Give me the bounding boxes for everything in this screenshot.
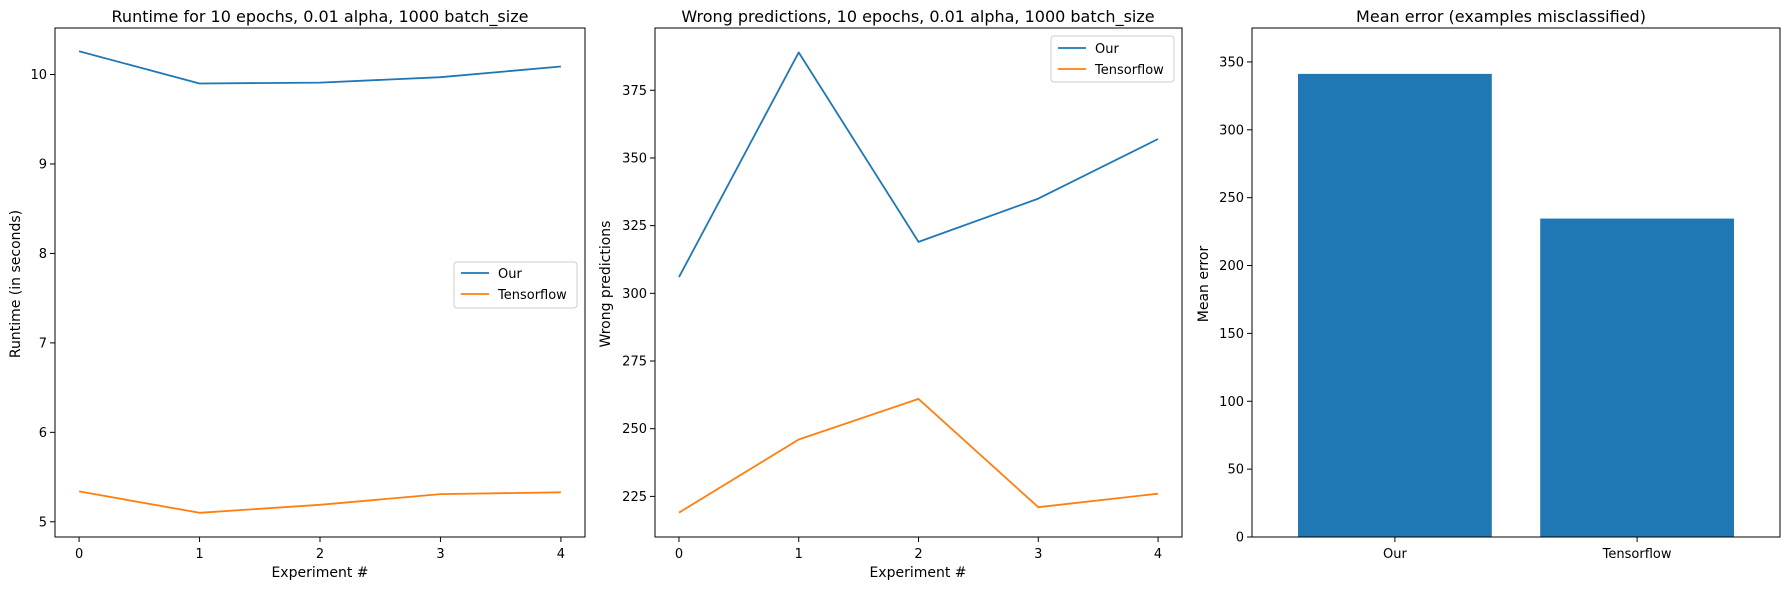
runtime-legend-tensorflow: Tensorflow (497, 288, 567, 303)
runtime-ytick-label: 6 (39, 426, 47, 441)
mean-error-xtick-label: Our (1383, 547, 1407, 562)
mean-error-ytick-label: 250 (1219, 191, 1244, 206)
runtime-xtick-label: 2 (316, 547, 324, 562)
runtime-series-tensorflow (78, 490, 561, 514)
mean-error-chart-marks: 0 50 100 150 200 250 300 350 Our Tensorflow (1219, 55, 1734, 562)
wrong-predictions-xtick-label: 1 (795, 547, 803, 562)
runtime-chart-ylabel: Runtime (in seconds) (8, 210, 24, 358)
wrong-predictions-ytick-label: 275 (622, 355, 647, 370)
runtime-chart-title: Runtime for 10 epochs, 0.01 alpha, 1000 … (112, 7, 529, 27)
wrong-predictions-chart-ylabel: Wrong predictions (598, 221, 614, 348)
mean-error-ytick-label: 350 (1219, 55, 1244, 70)
wrong-predictions-xtick-label: 0 (675, 547, 683, 562)
wrong-predictions-ytick-label: 350 (622, 151, 647, 166)
runtime-ytick-label: 5 (39, 515, 47, 530)
mean-error-chart-frame (1251, 27, 1781, 538)
runtime-xtick-label: 0 (75, 547, 83, 562)
runtime-ytick-label: 7 (39, 336, 47, 351)
runtime-chart-marks: 5 6 7 8 9 10 0 1 2 3 4 (30, 50, 565, 562)
runtime-series-our (78, 50, 561, 85)
wrong-predictions-chart-xlabel: Experiment # (869, 565, 966, 581)
runtime-xtick-label: 3 (436, 547, 444, 562)
wrong-predictions-chart-title: Wrong predictions, 10 epochs, 0.01 alpha… (681, 7, 1154, 27)
wrong-predictions-chart-marks: 225 250 275 300 325 350 375 0 1 2 3 4 (622, 51, 1162, 562)
wrong-predictions-ytick-label: 225 (622, 490, 647, 505)
wrong-predictions-xtick-label: 3 (1034, 547, 1042, 562)
mean-error-chart-title: Mean error (examples misclassified) (1356, 7, 1646, 26)
wrong-legend-our: Our (1095, 42, 1119, 57)
mean-error-ytick-label: 100 (1219, 395, 1244, 410)
wrong-predictions-chart-legend: Our Tensorflow (1050, 35, 1175, 83)
mean-error-xtick-label: Tensorflow (1602, 547, 1672, 562)
wrong-predictions-ytick-label: 300 (622, 287, 647, 302)
wrong-predictions-series-tensorflow (678, 397, 1159, 514)
mean-error-ytick-label: 200 (1219, 259, 1244, 274)
wrong-predictions-ytick-label: 250 (622, 422, 647, 437)
mean-error-chart: Mean error (examples misclassified) Mean… (1196, 7, 1781, 562)
runtime-ytick-label: 8 (39, 247, 47, 262)
wrong-predictions-chart: Wrong predictions, 10 epochs, 0.01 alpha… (598, 7, 1183, 581)
runtime-xtick-label: 1 (195, 547, 203, 562)
mean-error-bar-our (1298, 73, 1492, 537)
wrong-predictions-series-our (678, 51, 1159, 278)
runtime-chart-frame (54, 27, 586, 538)
wrong-predictions-ytick-label: 325 (622, 219, 647, 234)
mean-error-chart-ylabel: Mean error (1196, 246, 1212, 323)
mean-error-ytick-label: 150 (1219, 327, 1244, 342)
wrong-predictions-chart-frame (654, 27, 1183, 538)
runtime-ytick-label: 10 (30, 68, 47, 83)
mean-error-ytick-label: 300 (1219, 123, 1244, 138)
runtime-chart-xlabel: Experiment # (271, 565, 368, 581)
runtime-chart-legend: Our Tensorflow (453, 261, 578, 309)
mean-error-bar-tensorflow (1540, 218, 1734, 538)
mean-error-ytick-label: 50 (1227, 463, 1244, 478)
runtime-legend-our: Our (498, 267, 522, 282)
wrong-legend-tensorflow: Tensorflow (1094, 63, 1164, 78)
runtime-xtick-label: 4 (557, 547, 565, 562)
runtime-chart: Runtime for 10 epochs, 0.01 alpha, 1000 … (8, 7, 586, 581)
wrong-predictions-xtick-label: 4 (1154, 547, 1162, 562)
wrong-predictions-xtick-label: 2 (914, 547, 922, 562)
wrong-predictions-ytick-label: 375 (622, 84, 647, 99)
mean-error-ytick-label: 0 (1236, 531, 1244, 546)
runtime-ytick-label: 9 (39, 157, 47, 172)
